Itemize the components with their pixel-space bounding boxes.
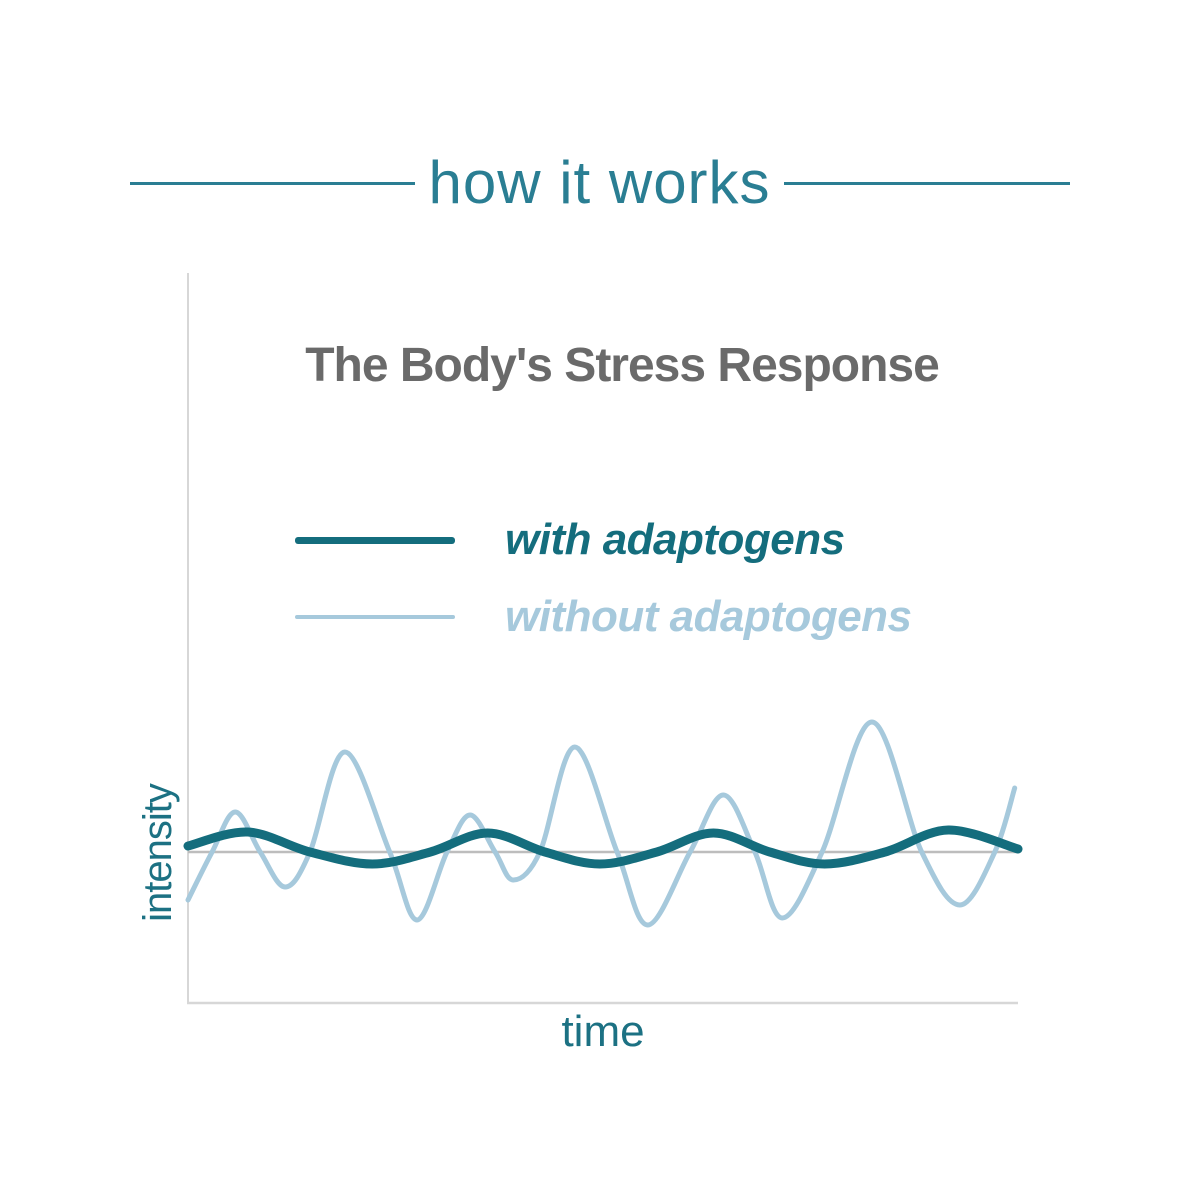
legend-item-without-adaptogens: without adaptogens (295, 594, 912, 640)
header: how it works (0, 150, 1200, 216)
legend-label-with-adaptogens: with adaptogens (505, 515, 845, 564)
header-rule-right (783, 181, 1070, 185)
legend-label-without-adaptogens: without adaptogens (505, 592, 912, 641)
legend-item-with-adaptogens: with adaptogens (295, 517, 845, 563)
chart-title: The Body's Stress Response (305, 339, 940, 392)
legend-line-with-adaptogens (295, 536, 455, 544)
without-adaptogens-line (185, 719, 1018, 928)
x-axis-label: time (561, 1007, 645, 1056)
header-rule-left (130, 181, 416, 185)
page-title: how it works (428, 149, 771, 216)
y-axis-label: intensity (136, 784, 180, 922)
legend-line-without-adaptogens (295, 615, 455, 619)
with-adaptogens-line (183, 825, 1023, 869)
